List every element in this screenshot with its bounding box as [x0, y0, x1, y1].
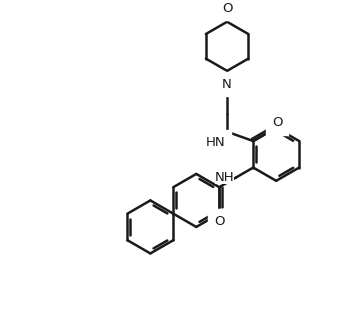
Text: NH: NH	[215, 171, 234, 184]
Text: N: N	[222, 78, 232, 91]
Text: O: O	[222, 2, 232, 15]
Text: O: O	[214, 215, 224, 228]
Text: HN: HN	[205, 136, 225, 149]
Text: O: O	[272, 116, 282, 129]
